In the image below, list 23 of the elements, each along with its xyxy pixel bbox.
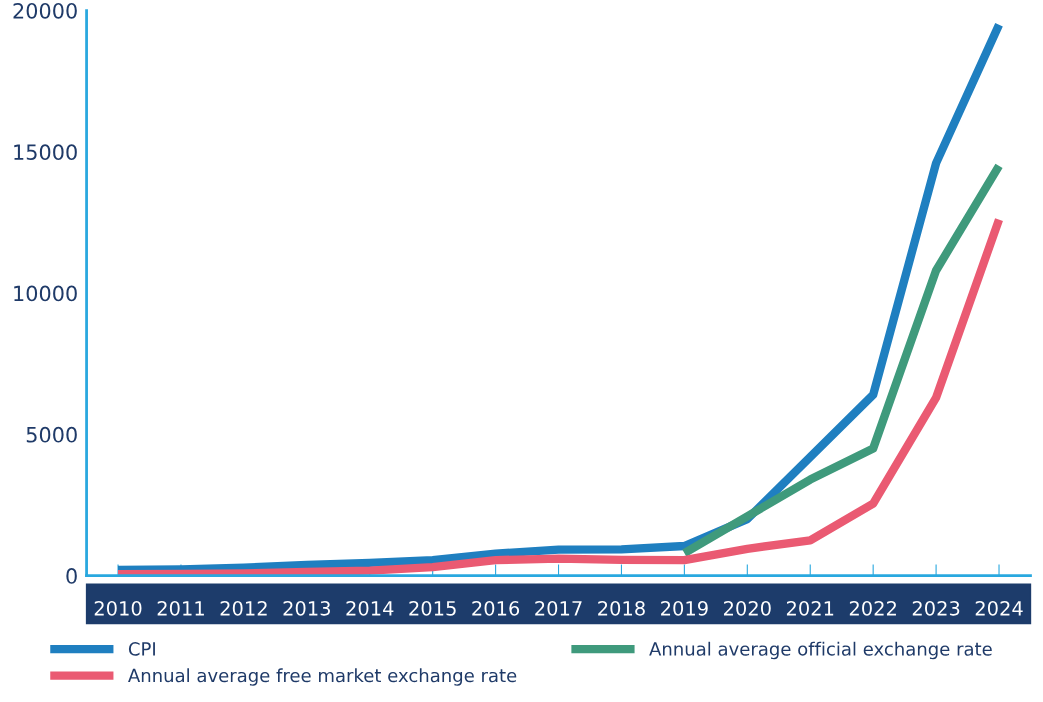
legend-label: Annual average free market exchange rate [128, 668, 517, 686]
y-tick-label: 5000 [26, 426, 77, 443]
x-tick-label: 2024 [975, 600, 1023, 616]
x-tick-label: 2019 [661, 600, 708, 616]
y-tick-label: 20000 [13, 2, 77, 19]
x-tick-label: 2015 [409, 600, 456, 616]
y-tick-label: 0 [66, 568, 77, 584]
x-tick-label: 2022 [849, 600, 896, 616]
legend-label: Annual average official exchange rate [649, 641, 992, 660]
x-tick-label: 2021 [786, 600, 834, 616]
x-tick-label: 2018 [598, 600, 645, 616]
y-tick-label: 15000 [14, 144, 77, 161]
x-tick-label: 2023 [912, 600, 960, 616]
x-tick-label: 2013 [283, 600, 330, 616]
x-tick-label: 2020 [723, 600, 771, 616]
y-tick-label: 10000 [14, 285, 77, 302]
x-tick-label: 2016 [472, 600, 520, 616]
x-tick-label: 2012 [220, 600, 267, 616]
x-tick-label: 2011 [157, 600, 204, 616]
x-tick-label: 2014 [346, 600, 394, 616]
legend-label: CPI [128, 642, 155, 656]
x-tick-label: 2010 [94, 600, 142, 616]
x-tick-label: 2017 [535, 600, 582, 616]
